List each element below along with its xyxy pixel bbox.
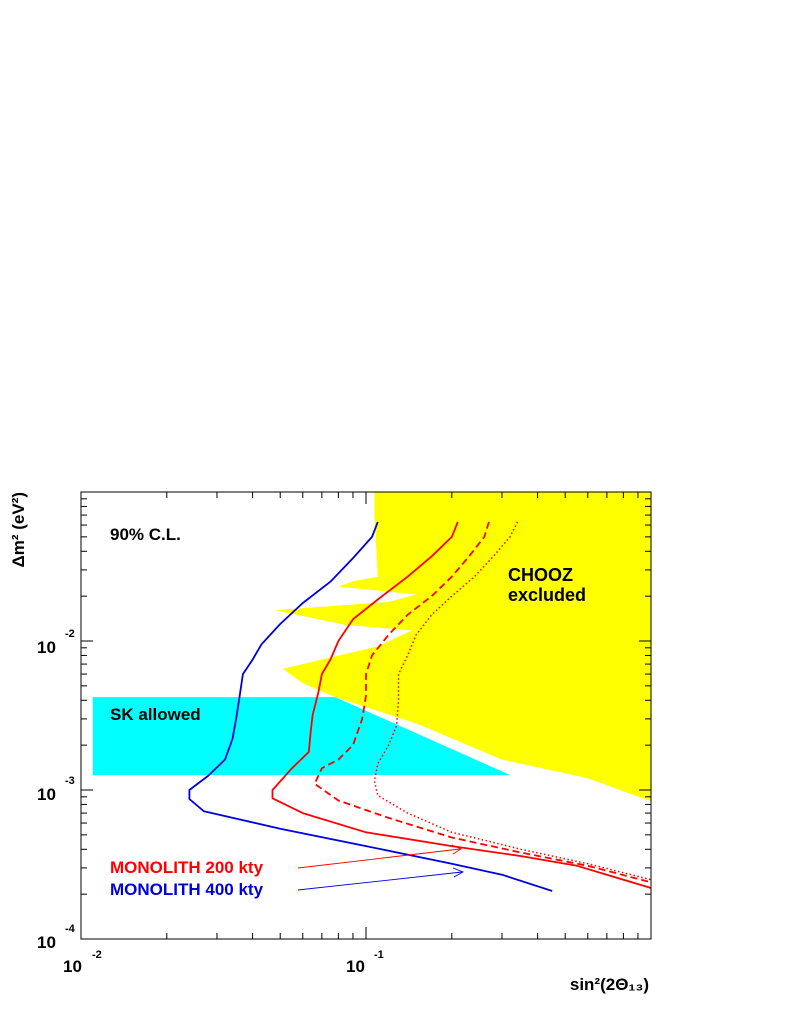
x-tick-label-2: 10 -1 xyxy=(346,949,384,976)
y-axis-label: Δm² (eV²) xyxy=(9,492,28,568)
series-line-monolith-200-kty xyxy=(271,521,652,889)
sk-allowed-label: SK allowed xyxy=(110,705,201,724)
x-tick-exp-1: -2 xyxy=(92,949,102,961)
series-line-dashed-2 xyxy=(313,521,652,884)
region-sk-allowed xyxy=(92,697,511,775)
legend-arrows xyxy=(297,844,465,891)
arrow-200-line xyxy=(297,848,461,869)
x-tick-label-1: 10 -2 xyxy=(63,949,102,976)
x-axis-label: sin²(2Θ₁₃) xyxy=(570,975,649,994)
series-line-dotted-3 xyxy=(373,521,652,881)
x-tick-base-2: 10 xyxy=(346,957,365,976)
series-layer xyxy=(188,521,652,892)
arrow-400-line xyxy=(297,871,463,891)
y-tick-label-1: 10 -4 xyxy=(37,923,76,952)
arrow-400-head xyxy=(452,867,465,878)
series-line-monolith-400-kty xyxy=(188,521,553,892)
y-tick-exp-3: -2 xyxy=(65,628,75,640)
x-tick-exp-2: -1 xyxy=(374,949,384,961)
arrow-200-head xyxy=(451,844,462,855)
legend-monolith-200: MONOLITH 200 kty xyxy=(110,858,264,877)
regions-layer xyxy=(92,492,651,802)
x-tick-base-1: 10 xyxy=(63,957,82,976)
y-tick-exp-1: -4 xyxy=(65,923,76,935)
chooz-label-line1: CHOOZ xyxy=(508,565,573,585)
y-tick-exp-2: -3 xyxy=(65,775,75,787)
y-tick-base-2: 10 xyxy=(37,785,56,804)
legend-monolith-400: MONOLITH 400 kty xyxy=(110,880,264,899)
y-tick-label-2: 10 -3 xyxy=(37,775,75,804)
region-chooz-excluded xyxy=(275,492,651,802)
y-tick-base-1: 10 xyxy=(37,933,56,952)
axis-ticks xyxy=(80,492,651,940)
chooz-label-line2: excluded xyxy=(508,585,586,605)
confidence-level-label: 90% C.L. xyxy=(110,525,181,544)
y-tick-base-3: 10 xyxy=(37,638,56,657)
y-tick-label-3: 10 -2 xyxy=(37,628,75,657)
